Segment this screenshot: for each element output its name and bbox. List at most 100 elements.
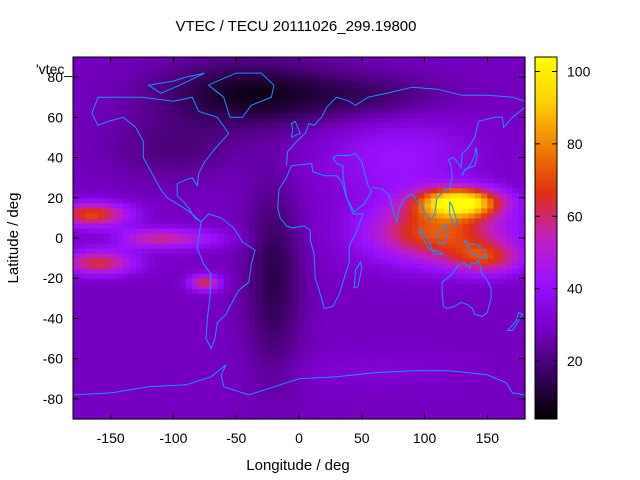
heatmap-cell bbox=[167, 258, 175, 264]
heatmap-cell bbox=[242, 333, 250, 340]
heatmap-cell bbox=[236, 263, 244, 269]
heatmap-cell bbox=[104, 92, 112, 98]
heatmap-cell bbox=[217, 152, 225, 159]
heatmap-cell bbox=[110, 328, 118, 335]
heatmap-cell bbox=[236, 238, 244, 244]
heatmap-cell bbox=[98, 107, 105, 113]
heatmap-cell bbox=[179, 142, 187, 149]
heatmap-cell bbox=[355, 232, 363, 239]
heatmap-cell bbox=[204, 62, 212, 68]
heatmap-cell bbox=[223, 318, 231, 325]
heatmap-cell bbox=[430, 268, 438, 274]
heatmap-cell bbox=[342, 273, 350, 279]
heatmap-cell bbox=[248, 77, 256, 83]
heatmap-cell bbox=[261, 363, 269, 370]
heatmap-cell bbox=[116, 283, 124, 289]
heatmap-cell bbox=[455, 373, 463, 380]
heatmap-cell bbox=[405, 82, 413, 88]
heatmap-cell bbox=[223, 303, 231, 309]
heatmap-cell bbox=[368, 333, 375, 340]
heatmap-cell bbox=[148, 288, 156, 294]
heatmap-cell bbox=[179, 227, 187, 234]
heatmap-cell bbox=[330, 142, 338, 149]
heatmap-cell bbox=[493, 187, 501, 194]
heatmap-cell bbox=[487, 122, 495, 128]
heatmap-cell bbox=[342, 388, 350, 395]
heatmap-cell bbox=[280, 358, 288, 365]
heatmap-cell bbox=[393, 137, 401, 144]
heatmap-cell bbox=[160, 132, 168, 139]
heatmap-cell bbox=[481, 388, 488, 395]
heatmap-cell bbox=[437, 273, 444, 279]
heatmap-cell bbox=[286, 57, 294, 63]
heatmap-cell bbox=[361, 212, 369, 219]
heatmap-cell bbox=[73, 293, 80, 299]
heatmap-cell bbox=[487, 112, 495, 118]
heatmap-cell bbox=[311, 388, 319, 395]
heatmap-cell bbox=[261, 288, 269, 294]
heatmap-cell bbox=[110, 137, 118, 144]
heatmap-cell bbox=[280, 398, 288, 405]
heatmap-cell bbox=[198, 383, 206, 390]
heatmap-cell bbox=[142, 212, 149, 219]
heatmap-cell bbox=[204, 107, 212, 113]
heatmap-cell bbox=[462, 87, 470, 93]
heatmap-cell bbox=[204, 102, 212, 108]
heatmap-cell bbox=[204, 127, 212, 134]
heatmap-cell bbox=[412, 283, 419, 289]
heatmap-cell bbox=[342, 348, 350, 355]
heatmap-cell bbox=[317, 363, 325, 370]
heatmap-cell bbox=[204, 122, 212, 128]
heatmap-cell bbox=[223, 62, 231, 68]
heatmap-cell bbox=[280, 393, 288, 400]
heatmap-cell bbox=[355, 147, 363, 154]
heatmap-cell bbox=[255, 157, 262, 164]
heatmap-cell bbox=[368, 323, 375, 330]
heatmap-cell bbox=[424, 207, 432, 214]
heatmap-cell bbox=[129, 77, 137, 83]
heatmap-cell bbox=[154, 378, 162, 385]
heatmap-cell bbox=[481, 413, 488, 420]
heatmap-cell bbox=[481, 182, 488, 189]
heatmap-cell bbox=[255, 353, 262, 360]
heatmap-cell bbox=[317, 112, 325, 118]
heatmap-cell bbox=[299, 338, 306, 345]
heatmap-cell bbox=[242, 253, 250, 259]
heatmap-cell bbox=[374, 373, 382, 380]
heatmap-cell bbox=[73, 57, 80, 63]
heatmap-cell bbox=[292, 202, 300, 209]
heatmap-cell bbox=[324, 323, 331, 330]
heatmap-cell bbox=[311, 107, 319, 113]
heatmap-cell bbox=[91, 278, 99, 284]
heatmap-cell bbox=[330, 222, 338, 229]
heatmap-cell bbox=[110, 152, 118, 159]
heatmap-cell bbox=[173, 147, 181, 154]
heatmap-cell bbox=[211, 157, 218, 164]
heatmap-cell bbox=[179, 238, 187, 244]
heatmap-cell bbox=[449, 413, 457, 420]
heatmap-cell bbox=[468, 97, 476, 103]
heatmap-cell bbox=[211, 303, 218, 309]
heatmap-cell bbox=[349, 333, 357, 340]
heatmap-cell bbox=[255, 338, 262, 345]
heatmap-cell bbox=[342, 187, 350, 194]
heatmap-cell bbox=[267, 72, 275, 78]
heatmap-cell bbox=[173, 132, 181, 139]
heatmap-cell bbox=[223, 197, 231, 204]
heatmap-cell bbox=[204, 323, 212, 330]
heatmap-cell bbox=[204, 313, 212, 320]
heatmap-cell bbox=[449, 408, 457, 415]
heatmap-cell bbox=[405, 102, 413, 108]
heatmap-cell bbox=[380, 117, 388, 123]
heatmap-cell bbox=[311, 92, 319, 98]
heatmap-cell bbox=[424, 273, 432, 279]
heatmap-cell bbox=[405, 232, 413, 239]
heatmap-cell bbox=[386, 87, 394, 93]
heatmap-cell bbox=[286, 187, 294, 194]
heatmap-cell bbox=[160, 338, 168, 345]
heatmap-cell bbox=[173, 72, 181, 78]
heatmap-cell bbox=[455, 328, 463, 335]
heatmap-cell bbox=[487, 393, 495, 400]
heatmap-cell bbox=[255, 197, 262, 204]
heatmap-cell bbox=[430, 127, 438, 134]
